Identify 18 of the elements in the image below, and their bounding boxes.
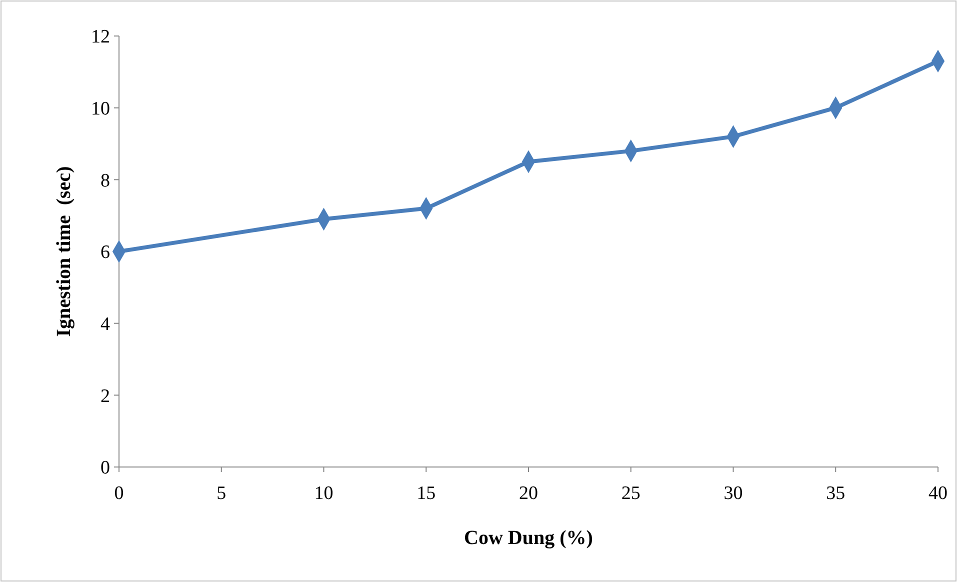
x-tick-label: 0 <box>114 483 124 504</box>
y-tick-label: 6 <box>100 242 110 264</box>
y-tick-label: 4 <box>100 314 110 335</box>
x-tick-label: 10 <box>314 483 334 504</box>
x-tick-label: 35 <box>826 483 846 504</box>
y-tick-label: 10 <box>91 98 110 120</box>
x-axis-title: Cow Dung (%) <box>464 527 593 549</box>
x-tick-label: 15 <box>416 483 436 504</box>
y-tick-label: 12 <box>91 26 110 48</box>
x-tick-label: 40 <box>928 483 948 504</box>
y-tick-label: 0 <box>100 458 110 479</box>
x-tick-label: 25 <box>621 483 640 504</box>
x-tick-label: 5 <box>216 483 226 504</box>
x-tick-label: 20 <box>519 483 538 504</box>
y-tick-label: 8 <box>100 170 110 192</box>
y-axis-title: Ignestion time (sec) <box>53 166 75 337</box>
y-tick-label: 2 <box>100 386 110 407</box>
x-tick-label: 30 <box>724 483 743 504</box>
